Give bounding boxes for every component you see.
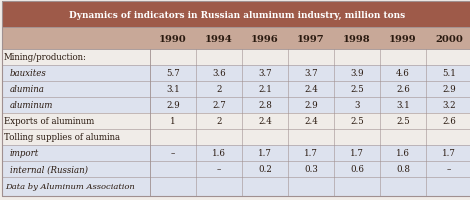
Text: 2.4: 2.4	[304, 85, 318, 94]
Text: 2.7: 2.7	[212, 101, 226, 110]
Bar	[2, 50, 470, 66]
Text: –: –	[447, 165, 451, 174]
Bar	[2, 28, 470, 50]
Text: 3.1: 3.1	[166, 85, 180, 94]
Text: 1: 1	[170, 117, 176, 126]
Text: 2.4: 2.4	[304, 117, 318, 126]
Text: internal (Russian): internal (Russian)	[10, 165, 88, 174]
Bar	[2, 82, 470, 98]
Text: 2.5: 2.5	[396, 117, 410, 126]
Text: 2.9: 2.9	[304, 101, 318, 110]
Text: 1994: 1994	[205, 34, 233, 43]
Text: 5.1: 5.1	[442, 69, 456, 78]
Bar	[2, 129, 470, 145]
Text: 1996: 1996	[251, 34, 279, 43]
Text: import: import	[10, 149, 39, 158]
Bar	[2, 145, 470, 161]
Text: 2.6: 2.6	[442, 117, 456, 126]
Text: –: –	[171, 149, 175, 158]
Text: 3.7: 3.7	[304, 69, 318, 78]
Text: 3.6: 3.6	[212, 69, 226, 78]
Text: 1999: 1999	[389, 34, 417, 43]
Text: 0.8: 0.8	[396, 165, 410, 174]
Bar	[2, 113, 470, 129]
Text: 3.9: 3.9	[350, 69, 364, 78]
Text: 2.6: 2.6	[396, 85, 410, 94]
Text: 0.6: 0.6	[350, 165, 364, 174]
Text: 2: 2	[216, 117, 222, 126]
Text: bauxites: bauxites	[10, 69, 47, 78]
Text: 3.7: 3.7	[258, 69, 272, 78]
Bar	[2, 98, 470, 113]
Text: 2: 2	[216, 85, 222, 94]
Text: 2.9: 2.9	[442, 85, 456, 94]
Text: 3.2: 3.2	[442, 101, 456, 110]
Text: 3: 3	[354, 101, 360, 110]
Text: 4.6: 4.6	[396, 69, 410, 78]
Text: alumina: alumina	[10, 85, 45, 94]
Text: 1.6: 1.6	[396, 149, 410, 158]
Text: Mining/production:: Mining/production:	[4, 53, 87, 62]
Text: 5.7: 5.7	[166, 69, 180, 78]
Text: 2.9: 2.9	[166, 101, 180, 110]
Bar	[2, 161, 470, 177]
Text: Dynamics of indicators in Russian aluminum industry, million tons: Dynamics of indicators in Russian alumin…	[69, 10, 405, 19]
Text: 1.7: 1.7	[304, 149, 318, 158]
Bar	[2, 177, 470, 196]
Text: 2.5: 2.5	[350, 85, 364, 94]
Text: 1.7: 1.7	[442, 149, 456, 158]
Text: 2.1: 2.1	[258, 85, 272, 94]
Text: Exports of aluminum: Exports of aluminum	[4, 117, 94, 126]
Text: 2.4: 2.4	[258, 117, 272, 126]
Text: 1997: 1997	[297, 34, 325, 43]
Text: 2.8: 2.8	[258, 101, 272, 110]
Text: 1.7: 1.7	[350, 149, 364, 158]
Text: 2000: 2000	[435, 34, 463, 43]
Text: aluminum: aluminum	[10, 101, 54, 110]
Text: 0.2: 0.2	[258, 165, 272, 174]
Text: 3.1: 3.1	[396, 101, 410, 110]
Text: –: –	[217, 165, 221, 174]
Text: Data by Aluminum Association: Data by Aluminum Association	[5, 183, 135, 191]
Text: 0.3: 0.3	[304, 165, 318, 174]
Text: 1990: 1990	[159, 34, 187, 43]
Bar	[2, 2, 470, 28]
Text: Tolling supplies of alumina: Tolling supplies of alumina	[4, 133, 120, 142]
Text: 1.6: 1.6	[212, 149, 226, 158]
Text: 1998: 1998	[343, 34, 371, 43]
Bar	[2, 66, 470, 82]
Text: 1.7: 1.7	[258, 149, 272, 158]
Text: 2.5: 2.5	[350, 117, 364, 126]
